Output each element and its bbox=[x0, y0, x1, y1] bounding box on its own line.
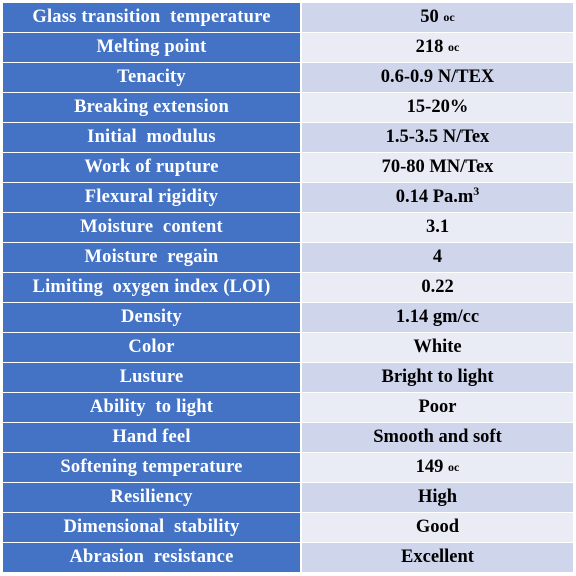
property-label: Lusture bbox=[3, 362, 302, 393]
property-value: High bbox=[301, 482, 573, 513]
table-row: Dimensional stability Good bbox=[3, 512, 573, 543]
property-value: 70-80 MN/Tex bbox=[301, 152, 573, 183]
property-label: Dimensional stability bbox=[3, 512, 302, 543]
property-label: Tenacity bbox=[3, 62, 302, 93]
table-row: Flexural rigidity 0.14 Pa.m3 bbox=[3, 182, 573, 213]
superscript-text: 3 bbox=[473, 183, 480, 198]
table-row: Resiliency High bbox=[3, 482, 573, 513]
property-value: 0.22 bbox=[301, 272, 573, 303]
table-row: Hand feel Smooth and soft bbox=[3, 422, 573, 453]
property-label: Hand feel bbox=[3, 422, 302, 453]
table-row: Abrasion resistance Excellent bbox=[3, 542, 573, 574]
table-row: Tenacity 0.6-0.9 N/TEX bbox=[3, 62, 573, 93]
unit-text: oc bbox=[448, 459, 460, 474]
table-row: Moisture regain 4 bbox=[3, 242, 573, 273]
property-value: Bright to light bbox=[301, 362, 573, 393]
value-text: 149 bbox=[415, 456, 444, 477]
properties-table: Glass transition temperature 50 oc Melti… bbox=[3, 3, 573, 574]
table-row: Moisture content 3.1 bbox=[3, 212, 573, 243]
table-row: Density 1.14 gm/cc bbox=[3, 302, 573, 333]
table-row: Color White bbox=[3, 332, 573, 363]
property-label: Abrasion resistance bbox=[3, 542, 302, 574]
table-row: Glass transition temperature 50 oc bbox=[3, 3, 573, 33]
table-row: Melting point 218 oc bbox=[3, 32, 573, 63]
value-text: 50 bbox=[420, 6, 439, 27]
property-value: Good bbox=[301, 512, 573, 543]
property-label: Glass transition temperature bbox=[3, 3, 302, 33]
table-row: Ability to light Poor bbox=[3, 392, 573, 423]
unit-text: oc bbox=[443, 9, 455, 24]
property-label: Color bbox=[3, 332, 302, 363]
table-row: Initial modulus 1.5-3.5 N/Tex bbox=[3, 122, 573, 153]
value-text: 0.14 Pa.m bbox=[395, 186, 474, 207]
property-label: Flexural rigidity bbox=[3, 182, 302, 213]
value-text: 218 bbox=[415, 36, 444, 57]
property-value: 1.5-3.5 N/Tex bbox=[301, 122, 573, 153]
property-value: Poor bbox=[301, 392, 573, 423]
property-label: Melting point bbox=[3, 32, 302, 63]
property-value: 4 bbox=[301, 242, 573, 273]
property-value: 50 oc bbox=[301, 3, 573, 33]
property-value: 15-20% bbox=[301, 92, 573, 123]
table-row: Work of rupture 70-80 MN/Tex bbox=[3, 152, 573, 183]
table-row: Lusture Bright to light bbox=[3, 362, 573, 393]
property-label: Limiting oxygen index (LOI) bbox=[3, 272, 302, 303]
property-value: 0.14 Pa.m3 bbox=[301, 182, 573, 213]
property-value: White bbox=[301, 332, 573, 363]
property-value: Smooth and soft bbox=[301, 422, 573, 453]
property-label: Work of rupture bbox=[3, 152, 302, 183]
property-label: Breaking extension bbox=[3, 92, 302, 123]
property-label: Moisture regain bbox=[3, 242, 302, 273]
property-label: Ability to light bbox=[3, 392, 302, 423]
properties-table-body: Glass transition temperature 50 oc Melti… bbox=[3, 3, 573, 574]
property-value: 0.6-0.9 N/TEX bbox=[301, 62, 573, 93]
unit-text: oc bbox=[448, 39, 460, 54]
property-value: 3.1 bbox=[301, 212, 573, 243]
property-value: Excellent bbox=[301, 542, 573, 574]
property-value: 1.14 gm/cc bbox=[301, 302, 573, 333]
property-label: Resiliency bbox=[3, 482, 302, 513]
property-label: Moisture content bbox=[3, 212, 302, 243]
property-label: Softening temperature bbox=[3, 452, 302, 483]
table-row: Limiting oxygen index (LOI) 0.22 bbox=[3, 272, 573, 303]
property-value: 149 oc bbox=[301, 452, 573, 483]
table-row: Softening temperature 149 oc bbox=[3, 452, 573, 483]
property-label: Density bbox=[3, 302, 302, 333]
property-label: Initial modulus bbox=[3, 122, 302, 153]
property-value: 218 oc bbox=[301, 32, 573, 63]
table-row: Breaking extension 15-20% bbox=[3, 92, 573, 123]
